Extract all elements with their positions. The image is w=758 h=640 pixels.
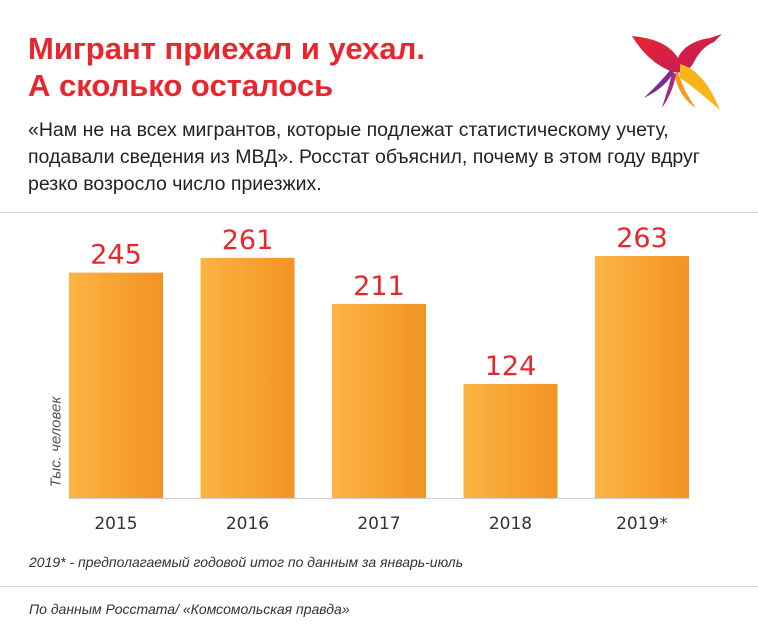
bar-2018 <box>463 383 558 498</box>
title-line-1: Мигрант приехал и уехал. <box>28 31 425 66</box>
value-label-2018: 124 <box>485 351 537 382</box>
bar-2015 <box>69 272 163 498</box>
x-tick-label-2017: 2017 <box>357 514 400 534</box>
footnote: 2019* - предполагаемый годовой итог по д… <box>29 554 464 570</box>
value-label-2016: 261 <box>222 225 274 256</box>
x-tick-label-2015: 2015 <box>94 514 137 534</box>
value-label-2019*: 263 <box>616 223 668 254</box>
bar-2019* <box>595 256 689 498</box>
value-label-2017: 211 <box>353 271 405 302</box>
top-divider <box>0 212 758 213</box>
bar-2017 <box>332 303 426 498</box>
source-note: По данным Росстата/ «Комсомольская правд… <box>29 601 350 617</box>
subtitle: «Нам не на всех мигрантов, которые подле… <box>28 119 700 195</box>
bottom-divider <box>0 586 758 587</box>
bar-chart: 245 2015 261 2016 211 2017 124 2018 263 2019* <box>69 223 690 534</box>
title-line-2: А сколько осталось <box>28 68 334 103</box>
value-label-2015: 245 <box>90 240 142 271</box>
y-axis-label: Тыс. человек <box>47 396 65 488</box>
page-title: Мигрант приехал и уехал. А сколько остал… <box>28 30 618 104</box>
bar-2016 <box>200 257 295 498</box>
x-tick-label-2018: 2018 <box>489 514 532 534</box>
x-tick-label-2016: 2016 <box>226 514 269 534</box>
bird-logo-icon <box>632 34 722 110</box>
x-tick-label-2019*: 2019* <box>616 514 668 534</box>
